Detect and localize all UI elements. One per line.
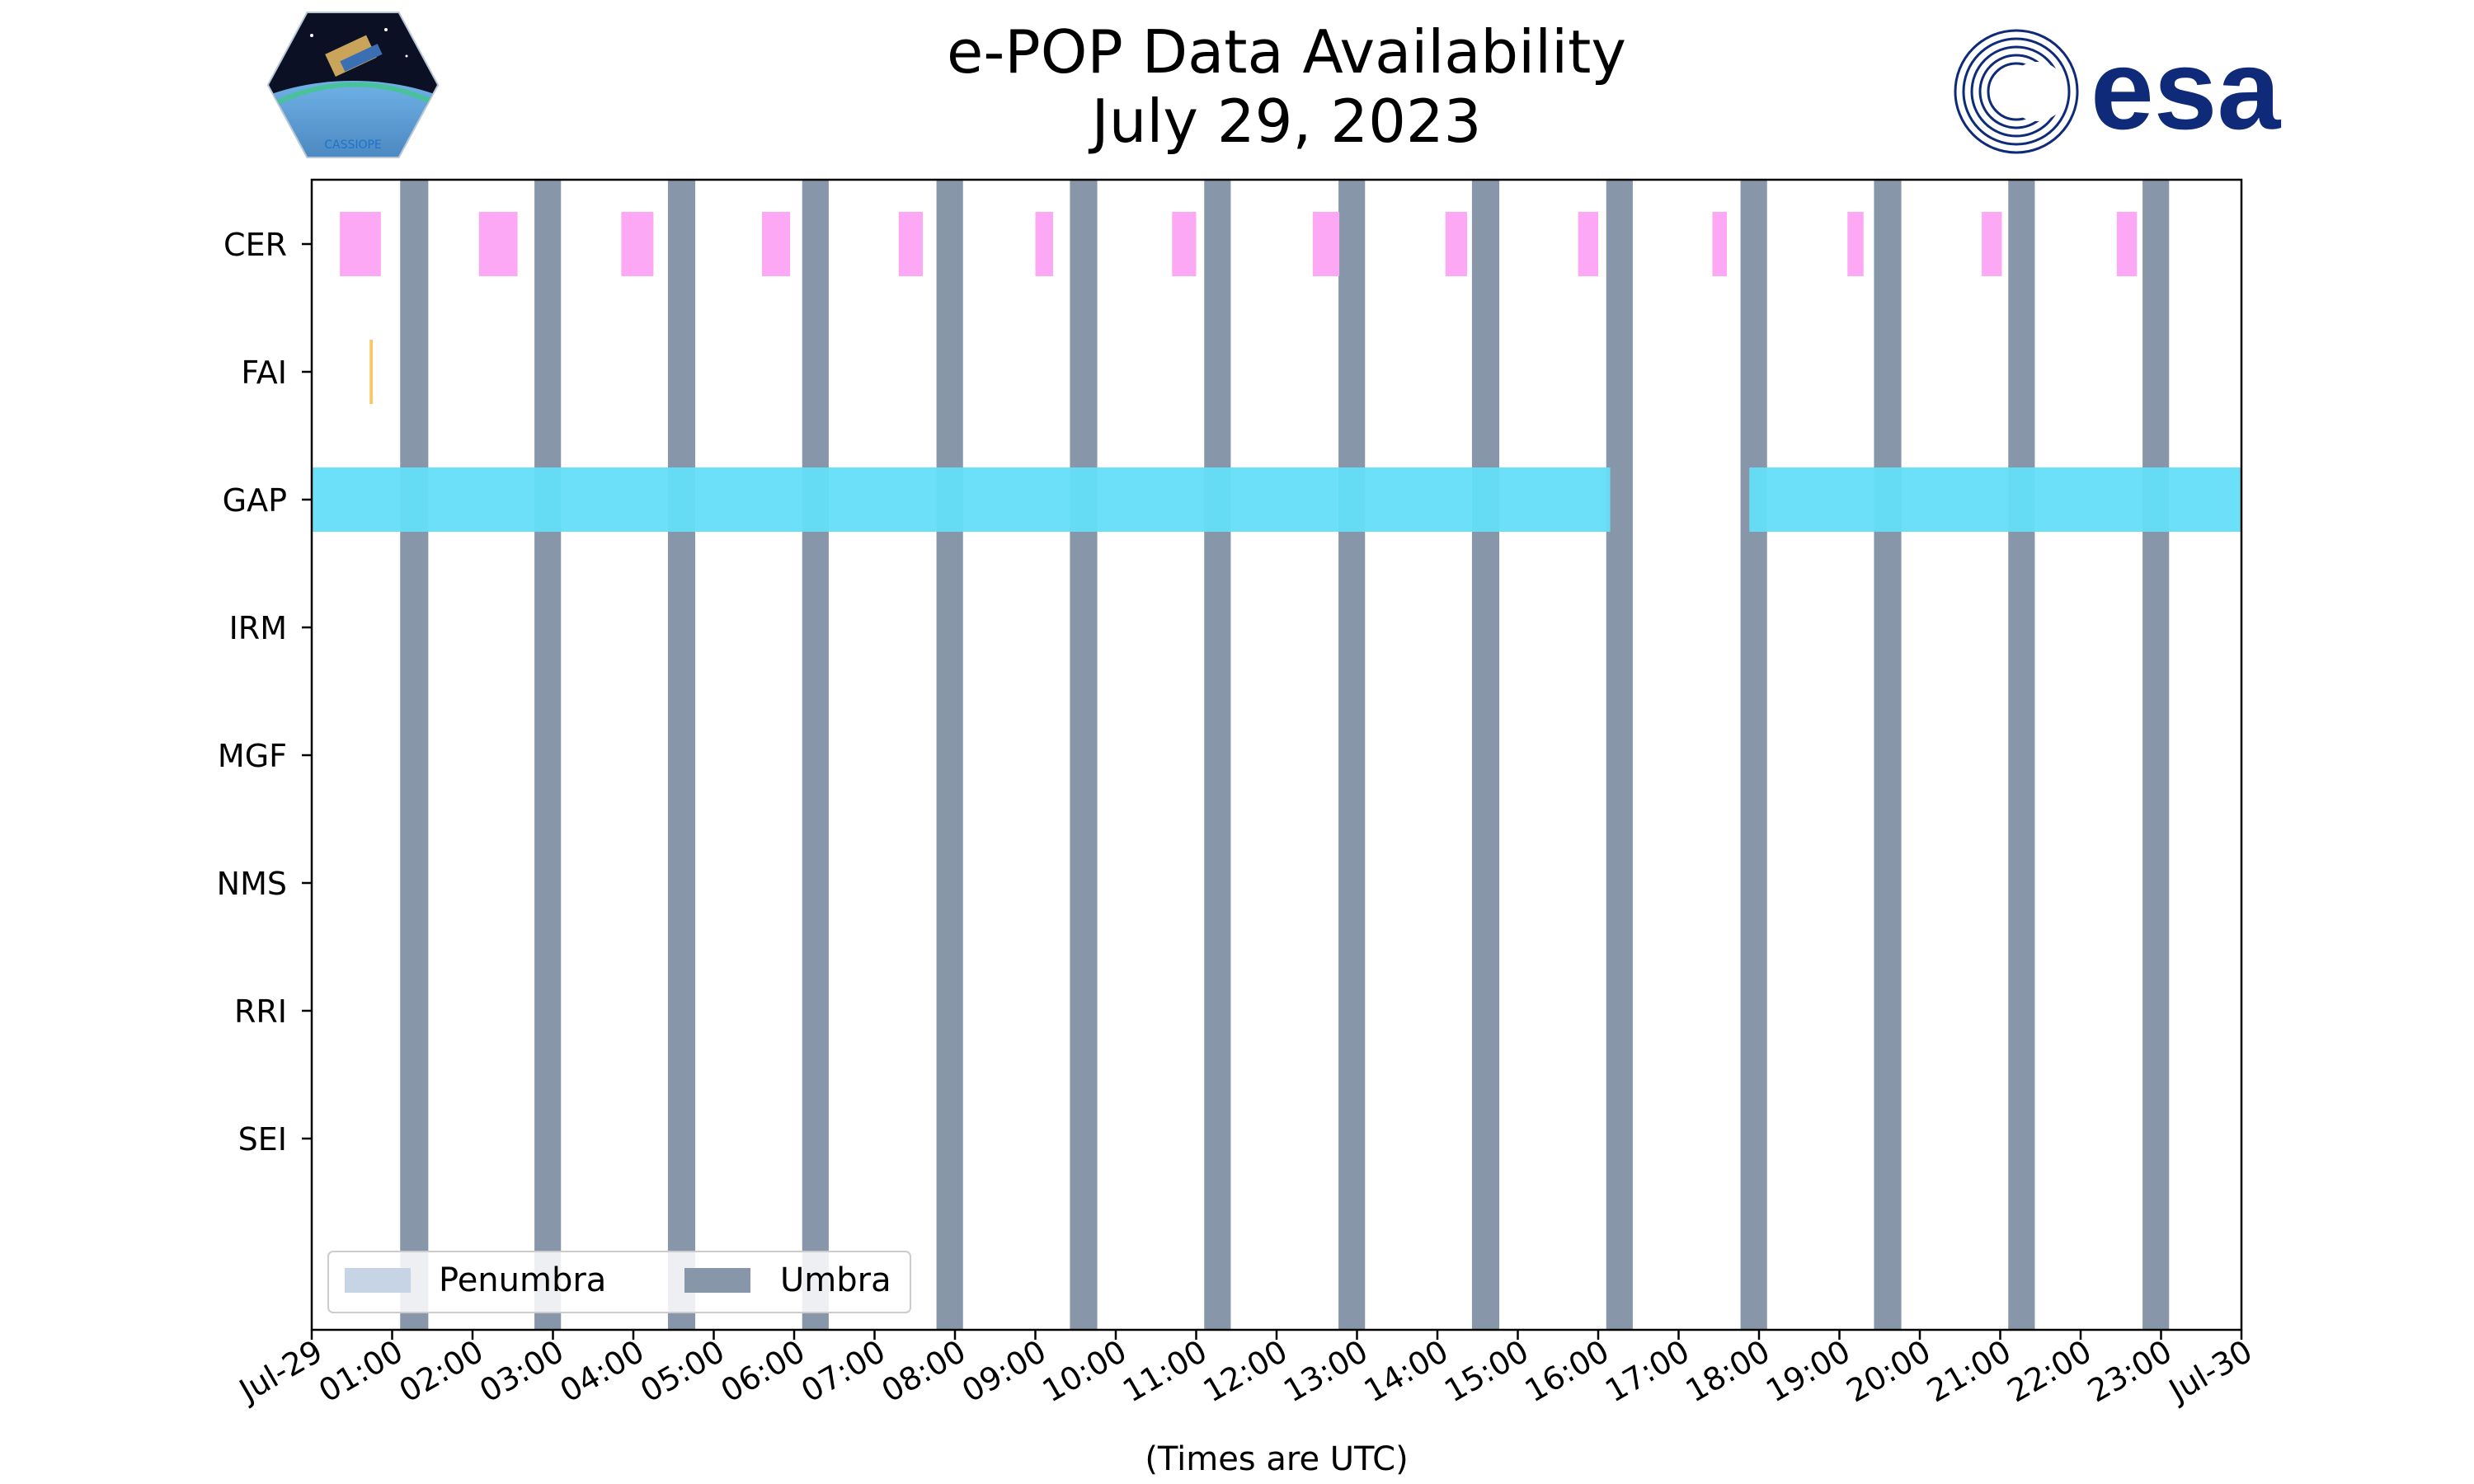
x-tick-label-16: 16:00 (1519, 1333, 1616, 1410)
x-tick-label-14: 14:00 (1358, 1333, 1455, 1410)
legend-frame (327, 1251, 911, 1313)
fai-data-bar-0 (369, 340, 374, 404)
x-tick-label-17: 17:00 (1599, 1333, 1696, 1410)
x-tick-label-24: Jul-30 (2161, 1333, 2258, 1410)
umbra-band-12 (2008, 180, 2035, 1330)
umbra-band-3 (802, 180, 829, 1330)
umbra-band-2 (667, 180, 696, 1330)
umbra-band-11 (1874, 180, 1902, 1330)
x-tick-label-5: 05:00 (634, 1333, 731, 1410)
x-tick-label-11: 11:00 (1117, 1333, 1213, 1410)
legend-label-umbra: Umbra (780, 1261, 891, 1299)
x-tick-label-6: 06:00 (715, 1333, 811, 1410)
cer-data-bar-4 (898, 212, 923, 276)
umbra-band-6 (1204, 180, 1231, 1330)
x-tick-label-0: Jul-29 (232, 1333, 328, 1410)
umbra-band-8 (1471, 180, 1500, 1330)
legend: Penumbra Umbra (327, 1251, 911, 1313)
x-tick-label-12: 12:00 (1197, 1333, 1294, 1410)
cer-data-bar-10 (1712, 212, 1727, 276)
x-tick-label-2: 02:00 (393, 1333, 490, 1410)
cer-data-bar-9 (1578, 212, 1598, 276)
cassiope-logo: CASSIOPE (266, 12, 440, 158)
cer-data-bar-8 (1445, 212, 1468, 276)
chart-subtitle: July 29, 2023 (1089, 87, 1482, 156)
umbra-band-7 (1338, 180, 1366, 1330)
y-tick-label-gap: GAP (223, 482, 287, 519)
legend-swatch-penumbra (345, 1268, 411, 1293)
esa-logo: esa (1954, 26, 2281, 154)
umbra-band-13 (2142, 180, 2170, 1330)
x-tick-label-3: 03:00 (473, 1333, 570, 1410)
cer-data-bar-6 (1172, 212, 1197, 276)
cer-data-bar-7 (1312, 212, 1340, 276)
umbra-band-1 (534, 180, 562, 1330)
x-tick-label-22: 22:00 (2001, 1333, 2098, 1410)
gap-data-bar-1 (1749, 467, 2241, 532)
cer-data-bar-0 (340, 212, 381, 276)
y-tick-label-fai: FAI (241, 355, 287, 391)
x-tick-label-8: 08:00 (876, 1333, 972, 1410)
umbra-band-10 (1740, 180, 1767, 1330)
x-tick-label-23: 23:00 (2081, 1333, 2178, 1410)
cer-data-bar-11 (1847, 212, 1864, 276)
cer-data-bar-1 (478, 212, 518, 276)
plot-frame (310, 178, 2243, 1331)
legend-swatch-umbra (684, 1268, 750, 1293)
x-tick-label-20: 20:00 (1841, 1333, 1937, 1410)
cer-data-bar-2 (621, 212, 654, 276)
chart-title: e-POP Data Availability (947, 17, 1626, 87)
gap-data-bar-0 (312, 467, 1611, 532)
x-tick-label-10: 10:00 (1037, 1333, 1133, 1410)
cer-data-bar-13 (2116, 212, 2138, 276)
x-tick-label-1: 01:00 (313, 1333, 409, 1410)
cer-data-bar-3 (762, 212, 791, 276)
y-tick-label-mgf: MGF (218, 738, 287, 774)
x-tick-label-18: 18:00 (1680, 1333, 1776, 1410)
y-tick-label-nms: NMS (217, 866, 287, 902)
x-tick-label-19: 19:00 (1760, 1333, 1856, 1410)
y-tick-label-cer: CER (223, 227, 287, 263)
x-tick-label-4: 04:00 (554, 1333, 651, 1410)
cer-data-bar-5 (1035, 212, 1053, 276)
legend-label-penumbra: Penumbra (439, 1261, 606, 1299)
umbra-band-4 (936, 180, 963, 1330)
x-tick-label-13: 13:00 (1277, 1333, 1374, 1410)
x-axis-label: (Times are UTC) (1145, 1440, 1408, 1478)
x-tick-label-21: 21:00 (1921, 1333, 2017, 1410)
esa-logo-text: esa (2091, 26, 2281, 153)
y-tick-label-rri: RRI (234, 993, 287, 1030)
x-tick-label-15: 15:00 (1438, 1333, 1535, 1410)
x-tick-label-7: 07:00 (795, 1333, 891, 1410)
y-tick-label-sei: SEI (238, 1121, 287, 1158)
umbra-band-9 (1606, 180, 1633, 1330)
cer-data-bar-12 (1982, 212, 2002, 276)
umbra-band-5 (1070, 180, 1098, 1330)
umbra-band-0 (400, 180, 429, 1330)
y-tick-label-irm: IRM (229, 610, 287, 646)
cassiope-logo-text: CASSIOPE (324, 139, 382, 152)
x-tick-label-9: 09:00 (956, 1333, 1052, 1410)
